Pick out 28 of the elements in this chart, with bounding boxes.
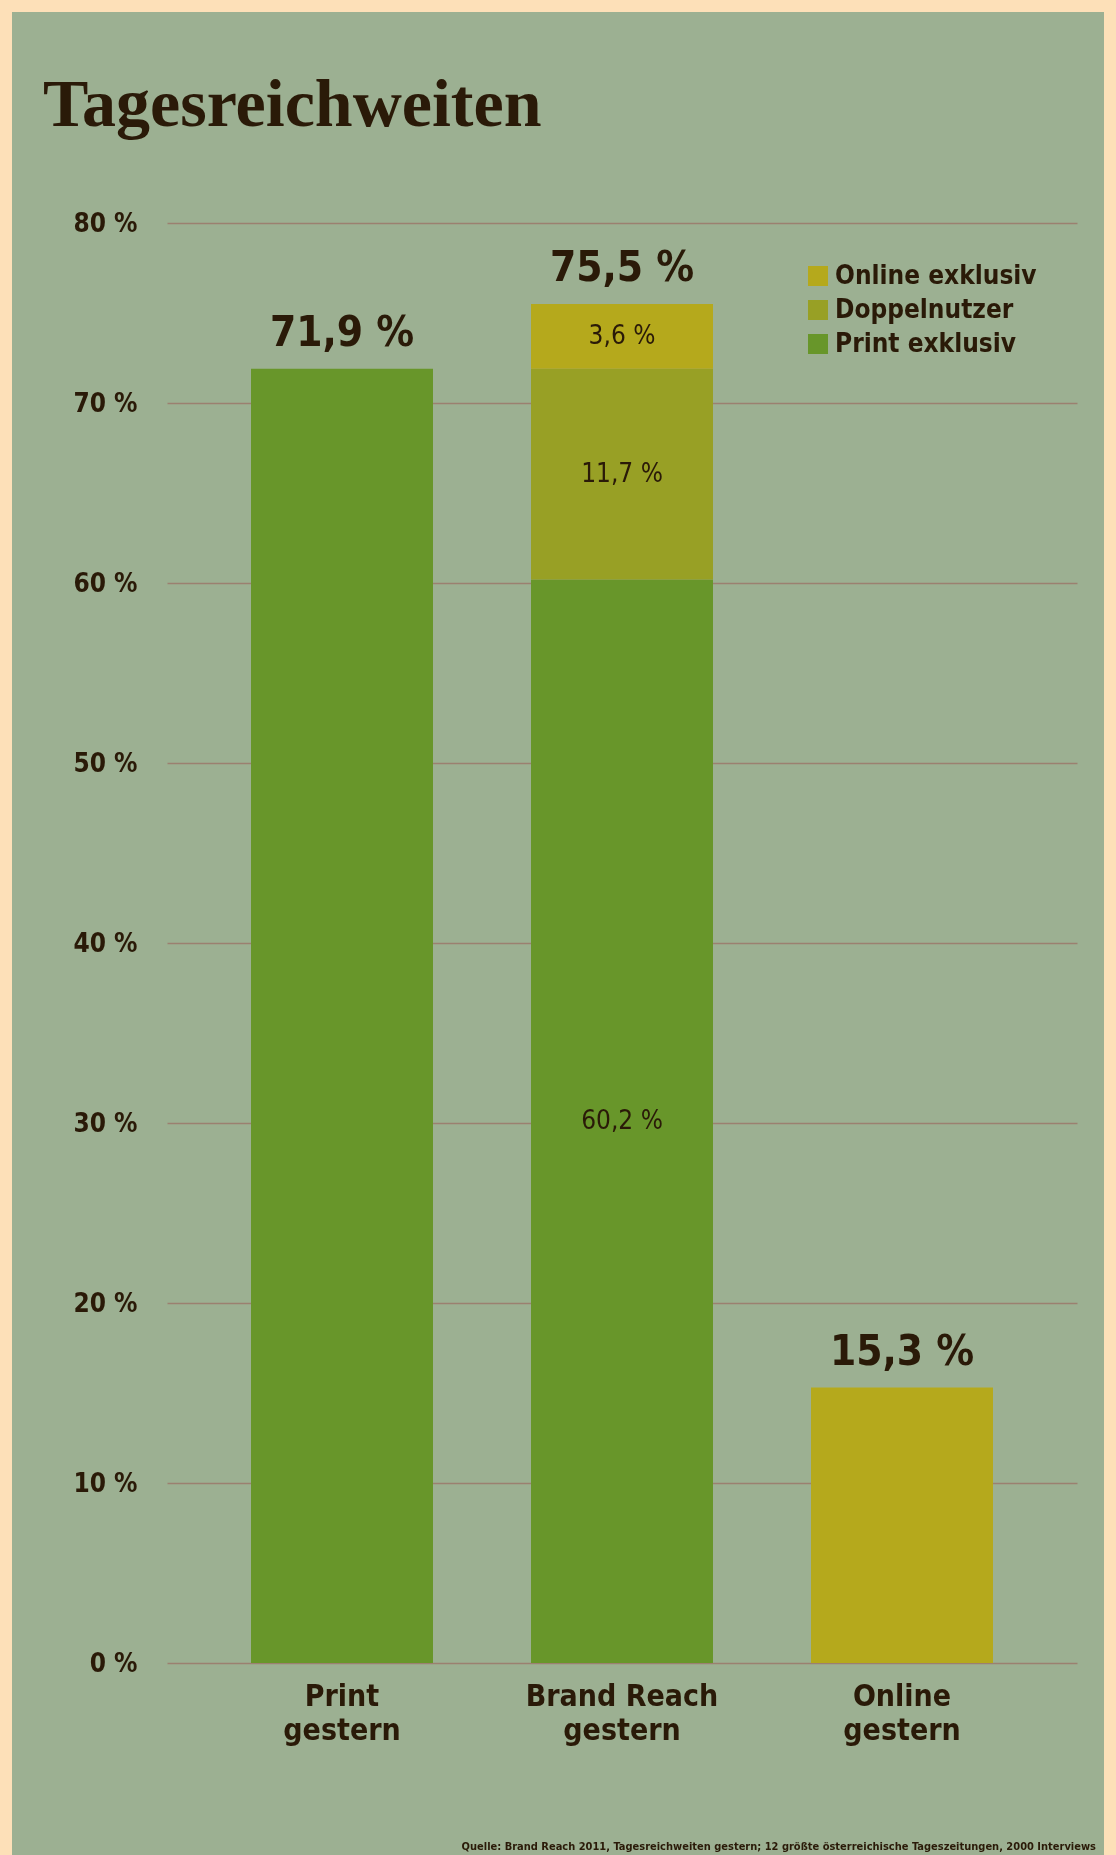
legend-label: Doppelnutzer <box>835 294 1014 324</box>
y-tick-label: 10 % <box>73 1467 138 1498</box>
source-note: Quelle: Brand Reach 2011, Tagesreichweiten gestern; 12 größte österreichische Tageszeitungen, 2000 Interviews <box>461 1840 1096 1853</box>
total-label: 71,9 % <box>269 306 415 356</box>
y-tick-label: 70 % <box>73 387 138 418</box>
x-tick-label: Brand Reach gestern <box>525 1677 719 1747</box>
legend-label: Print exklusiv <box>835 328 1017 358</box>
data-label: 60,2 % <box>581 1105 663 1136</box>
y-tick-label: 60 % <box>73 567 138 598</box>
bar <box>531 304 713 369</box>
total-label: 75,5 % <box>549 242 695 291</box>
bar <box>251 368 433 1663</box>
data-label: 11,7 % <box>581 458 663 489</box>
y-tick-label: 0 % <box>89 1647 138 1678</box>
x-tick-label: Online gestern <box>843 1677 961 1747</box>
bar <box>531 579 713 1663</box>
legend-label: Online exklusiv <box>835 260 1037 290</box>
y-tick-label: 50 % <box>73 747 138 778</box>
y-tick-label: 30 % <box>73 1107 138 1138</box>
data-label: 3,6 % <box>588 320 656 351</box>
y-tick-label: 40 % <box>73 927 138 958</box>
bar <box>531 368 713 580</box>
bar <box>811 1387 993 1663</box>
x-tick-label: Print gestern <box>283 1677 401 1747</box>
chart-title: Tagesreichweiten <box>42 65 542 141</box>
y-tick-label: 80 % <box>73 207 138 238</box>
total-label: 15,3 % <box>829 1325 975 1375</box>
y-tick-label: 20 % <box>73 1287 138 1318</box>
